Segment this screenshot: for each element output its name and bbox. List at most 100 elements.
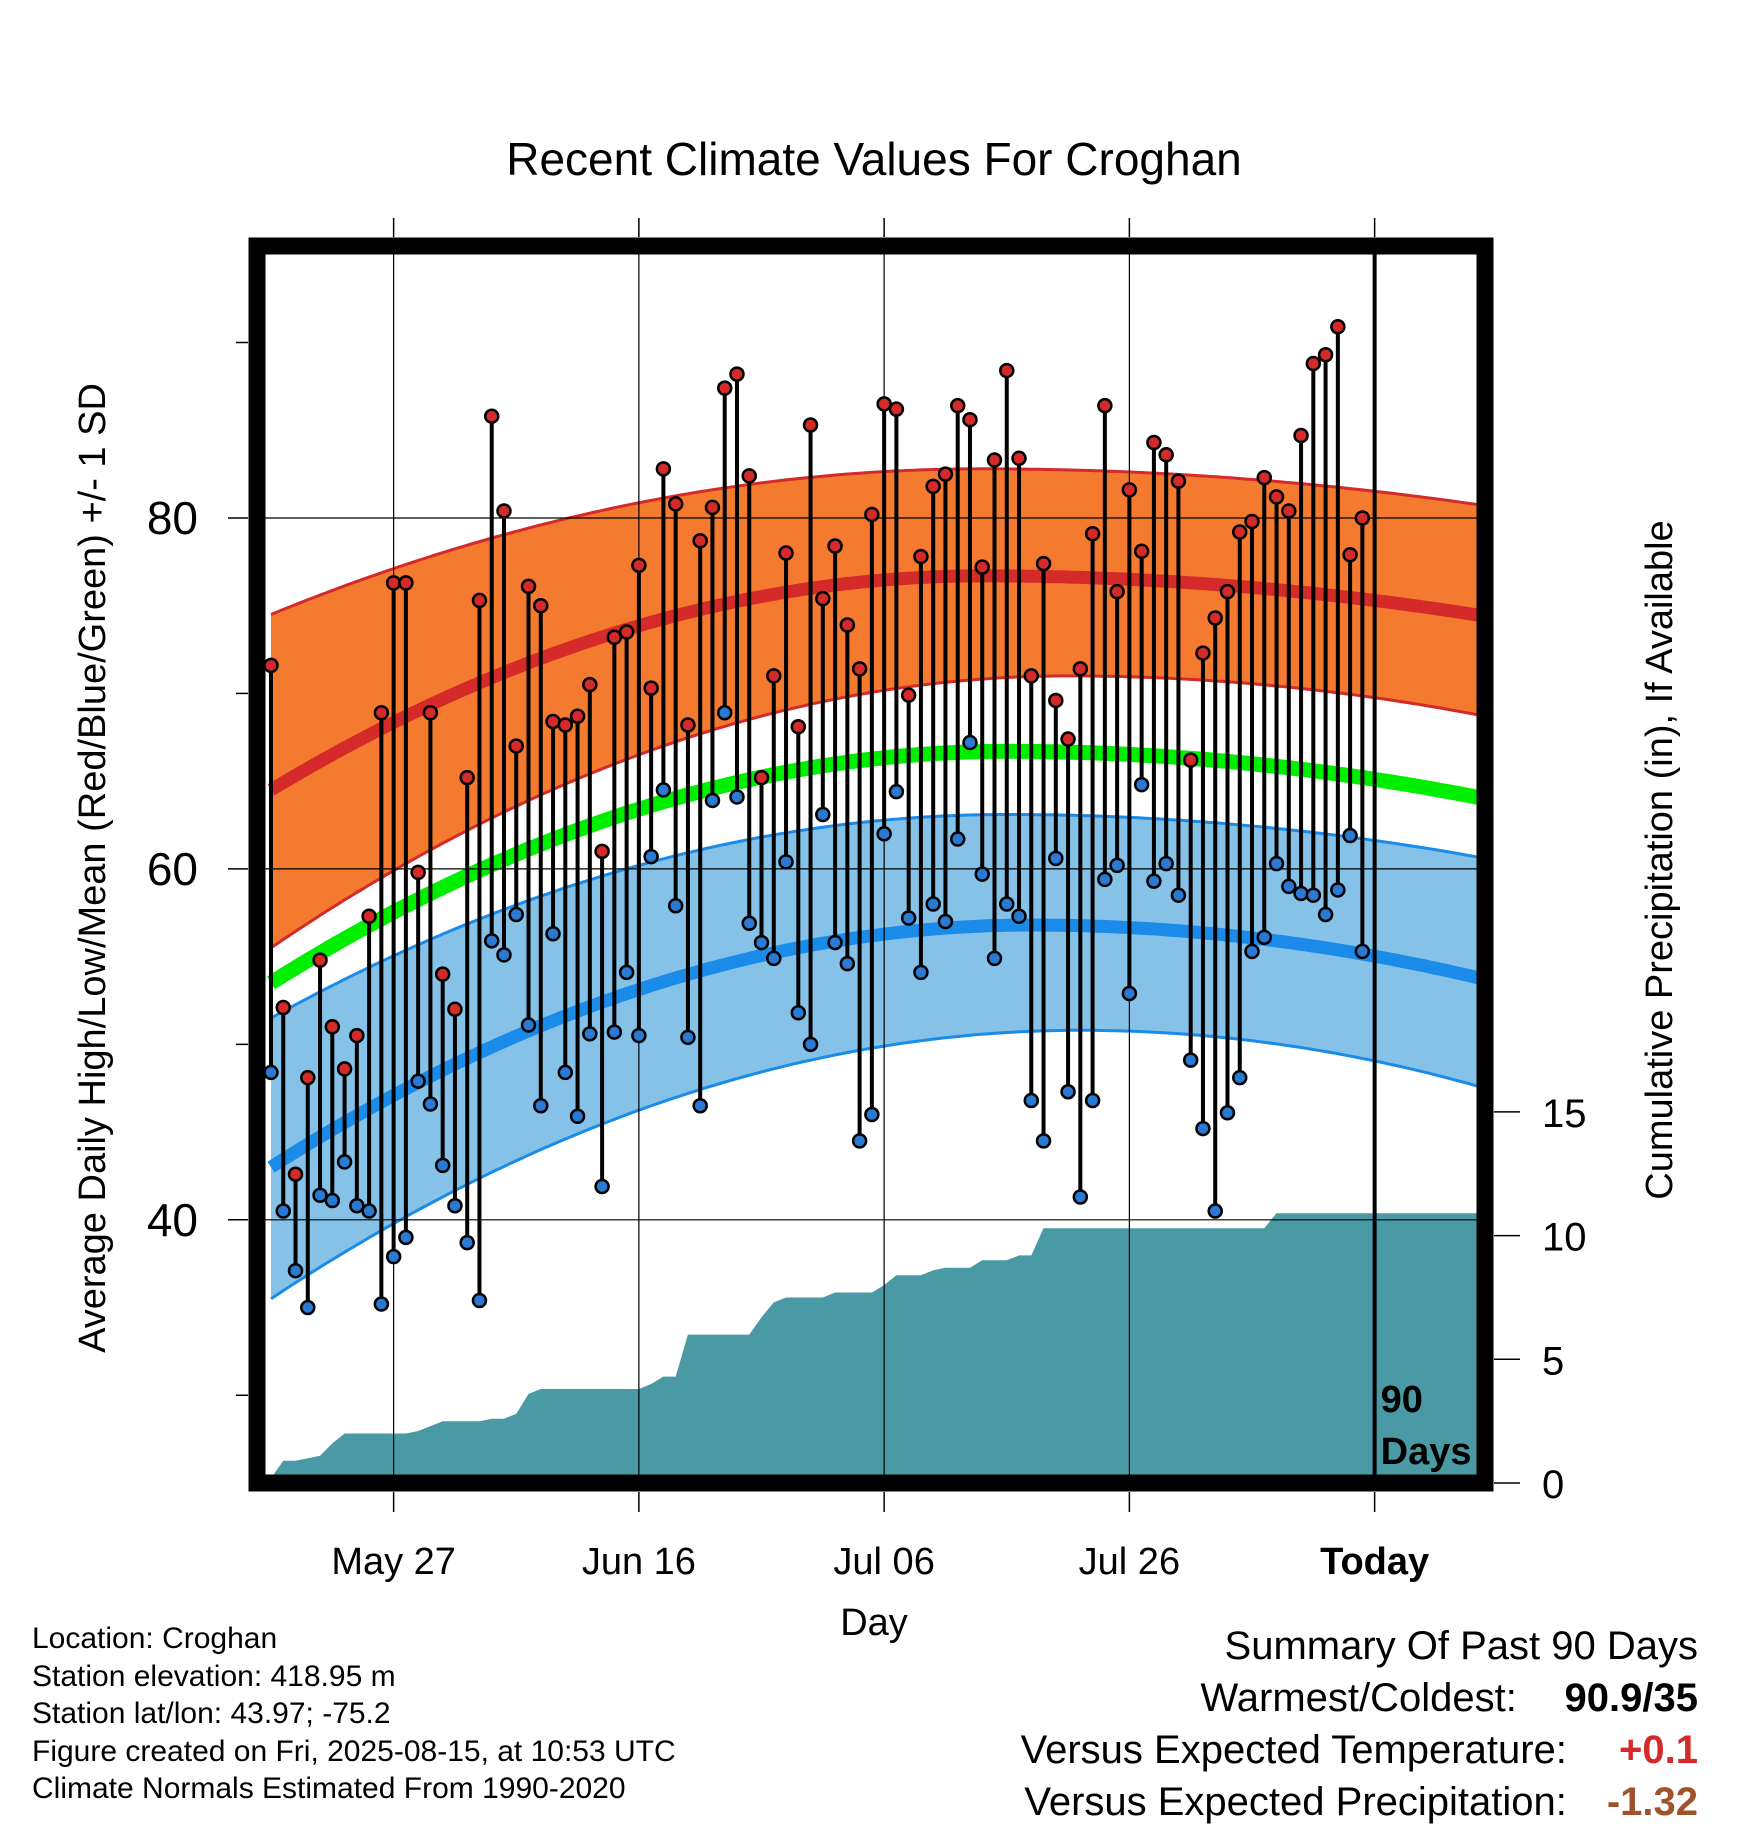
daily-high-point xyxy=(1207,610,1223,626)
daily-high-point xyxy=(1219,583,1236,600)
daily-low-point xyxy=(1195,1120,1211,1137)
summary-precip-value: -1.32 xyxy=(1606,1780,1698,1824)
daily-low-point xyxy=(496,947,512,963)
daily-high-point xyxy=(1244,513,1260,530)
summary-title: Summary Of Past 90 Days xyxy=(1224,1624,1698,1668)
daily-high-point xyxy=(802,417,819,433)
y-axis-right-label: Cumulative Precipitation (in), If Availa… xyxy=(1639,520,1681,1199)
daily-high-point xyxy=(766,668,782,684)
daily-high-point xyxy=(1330,318,1346,335)
daily-low-point xyxy=(716,704,733,721)
y-right-tick-label: 5 xyxy=(1542,1339,1564,1383)
daily-high-point xyxy=(398,575,414,591)
daily-high-point xyxy=(864,506,880,523)
daily-low-point xyxy=(949,831,966,847)
daily-high-point xyxy=(1084,526,1101,542)
summary-temp-label: Versus Expected Temperature: xyxy=(1020,1728,1567,1772)
summary-warmest: Warmest/Coldest: 90.9/35 xyxy=(1201,1676,1699,1721)
daily-high-point xyxy=(422,704,439,721)
daily-high-point xyxy=(716,380,733,396)
daily-high-point xyxy=(986,452,1003,468)
normal-mean-line xyxy=(267,743,1485,990)
daily-low-point xyxy=(888,783,905,800)
daily-low-point xyxy=(275,1203,292,1219)
daily-high-point xyxy=(287,1166,304,1182)
daily-low-point xyxy=(1182,1052,1199,1068)
daily-high-point xyxy=(937,466,954,482)
daily-low-point xyxy=(802,1036,819,1053)
daily-high-point xyxy=(643,680,659,696)
daily-high-point xyxy=(631,557,647,574)
high-lower-edge xyxy=(270,674,1485,950)
daily-high-point xyxy=(1256,469,1273,486)
daily-low-point xyxy=(1158,855,1174,872)
y-left-tick-label: 80 xyxy=(147,492,198,544)
daily-low-point xyxy=(373,1296,390,1312)
daily-high-point xyxy=(336,1061,353,1077)
daily-high-point xyxy=(888,401,905,417)
daily-low-point xyxy=(606,1024,623,1040)
daily-low-point xyxy=(398,1229,414,1246)
daily-low-point xyxy=(533,1098,549,1114)
daily-high-point xyxy=(618,624,635,640)
daily-low-point xyxy=(1060,1083,1076,1100)
info-latlon: Station lat/lon: 43.97; -75.2 xyxy=(32,1697,391,1730)
daily-high-point xyxy=(729,366,745,382)
summary-temperature: Versus Expected Temperature: +0.1 xyxy=(1021,1728,1698,1773)
daily-high-point xyxy=(851,661,868,677)
daily-low-point xyxy=(1170,887,1187,903)
info-elevation: Station elevation: 418.95 m xyxy=(32,1659,396,1693)
daily-high-point xyxy=(1146,434,1162,451)
daily-high-point xyxy=(1158,447,1174,463)
normal-high-line xyxy=(267,569,1485,796)
daily-low-point xyxy=(582,1026,598,1042)
daily-low-point xyxy=(300,1299,316,1316)
daily-low-point xyxy=(986,950,1003,967)
daily-low-point xyxy=(385,1248,402,1265)
daily-low-point xyxy=(1084,1092,1101,1109)
daily-low-point xyxy=(312,1187,328,1203)
daily-high-point xyxy=(569,708,586,724)
summary-precipitation: Versus Expected Precipitation: -1.32 xyxy=(1024,1780,1698,1825)
daily-high-point xyxy=(520,578,537,595)
daily-low-point xyxy=(336,1154,353,1170)
plot-area: 90 Days 40 60 80 0 5 10 15 May 27 Jun 16 Jul 06 Jul … xyxy=(147,218,1587,1583)
y-right-tick-label: 15 xyxy=(1542,1092,1587,1136)
daily-high-point xyxy=(582,676,598,693)
daily-low-point xyxy=(643,848,659,865)
low-lower-edge xyxy=(270,1028,1485,1301)
summary-warmest-value: 90.9/35 xyxy=(1564,1676,1698,1720)
normal-low-line xyxy=(267,918,1485,1173)
daily-high-point xyxy=(974,559,990,575)
daily-low-point xyxy=(729,789,745,805)
daily-high-point xyxy=(508,738,525,754)
daily-low-point xyxy=(864,1106,880,1123)
daily-low-point xyxy=(974,866,990,882)
daily-high-point xyxy=(1281,503,1297,519)
info-normals: Climate Normals Estimated From 1990-2020 xyxy=(32,1772,626,1805)
daily-high-point xyxy=(741,468,757,484)
daily-high-point xyxy=(496,503,512,519)
daily-low-point xyxy=(1244,943,1260,960)
summary-warmest-label: Warmest/Coldest: xyxy=(1200,1676,1517,1720)
daily-low-point xyxy=(1023,1092,1040,1109)
daily-low-point xyxy=(1011,908,1027,925)
daily-high-point xyxy=(312,952,328,968)
daily-high-point xyxy=(900,687,917,703)
daily-low-point xyxy=(1072,1189,1089,1205)
daily-low-point xyxy=(1268,855,1285,872)
daily-low-point xyxy=(876,826,892,842)
daily-low-point xyxy=(667,897,684,914)
daily-high-point xyxy=(459,769,475,786)
daily-low-point xyxy=(361,1203,377,1219)
daily-high-point xyxy=(1293,427,1309,444)
daily-high-point xyxy=(361,908,377,925)
daily-high-point xyxy=(680,717,696,733)
today-marker-label: Days xyxy=(1381,1431,1472,1473)
daily-low-point xyxy=(1035,1133,1052,1149)
daily-low-point xyxy=(631,1027,647,1044)
daily-low-point xyxy=(1219,1105,1236,1121)
y-left-tick-label: 40 xyxy=(147,1194,198,1246)
daily-low-point xyxy=(827,934,843,951)
